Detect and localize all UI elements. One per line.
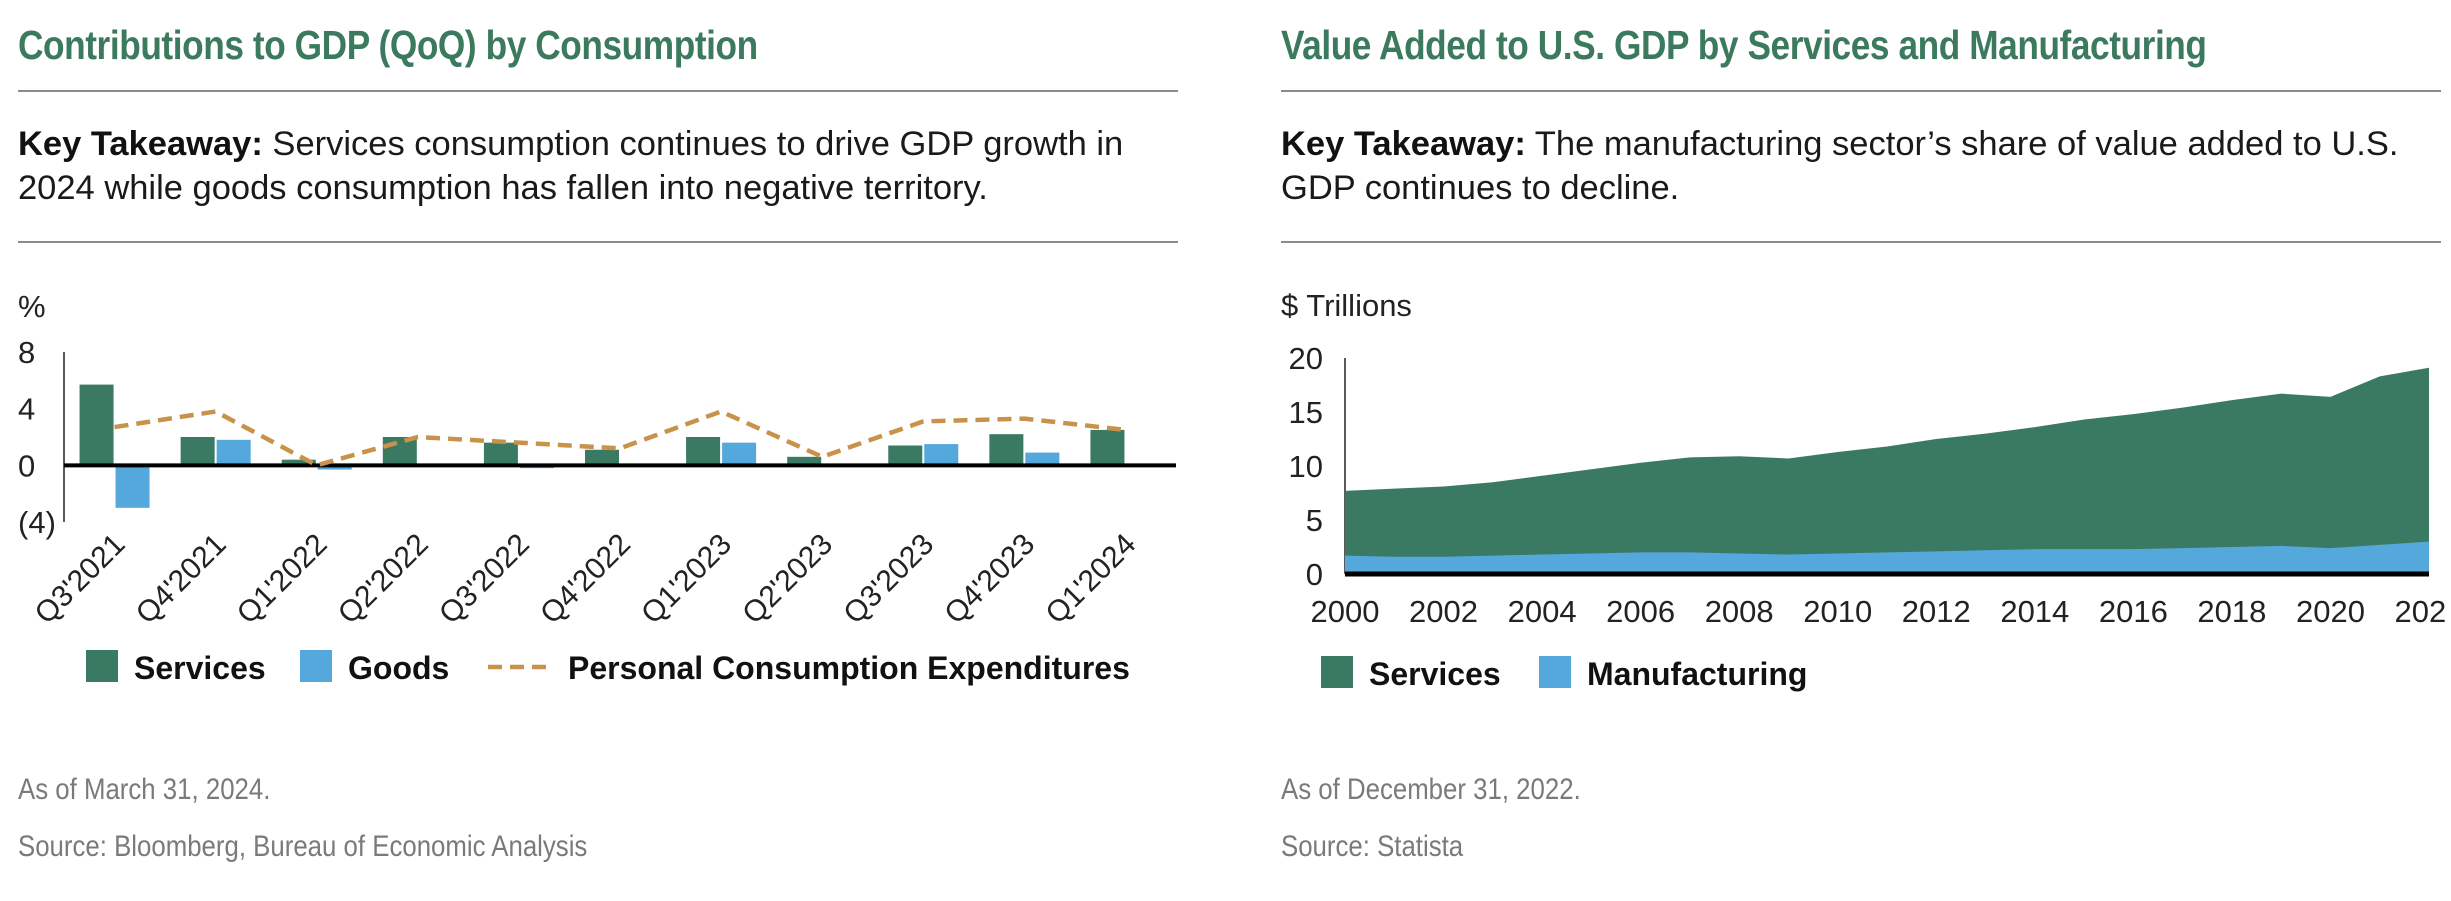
y-tick-label: (4) [18, 505, 56, 540]
right-chart-title: Value Added to U.S. GDP by Services and … [1281, 22, 2207, 68]
goods-bar [722, 442, 757, 466]
right-as-of-note: As of December 31, 2022. [1281, 773, 1581, 806]
x-tick-label: Q1'2023 [635, 528, 738, 631]
x-tick-label: 2014 [2000, 594, 2069, 629]
x-tick-label: Q1'2024 [1040, 528, 1143, 631]
y-tick-label: 5 [1306, 503, 1323, 538]
manufacturing-area [1345, 541, 2429, 574]
x-tick-label: 2002 [1409, 594, 1478, 629]
legend-goods-label: Goods [348, 650, 449, 686]
left-takeaway: Key Takeaway: Services consumption conti… [18, 122, 1188, 210]
services-bar [787, 456, 822, 466]
x-tick-label: Q1'2022 [231, 528, 334, 631]
y-tick-label: 10 [1289, 449, 1323, 484]
services-bar [989, 434, 1024, 466]
services-bar [1090, 429, 1125, 466]
x-tick-label: Q4'2021 [130, 528, 233, 631]
left-takeaway-label: Key Takeaway: [18, 125, 263, 163]
goods-bar [115, 465, 150, 508]
services-bar [888, 445, 923, 466]
area-chart-unit-label: $ Trillions [1281, 288, 1412, 323]
services-bar [686, 437, 721, 466]
x-tick-label: 2016 [2099, 594, 2168, 629]
value-added-area-chart: $ Trillions 20 15 10 5 0 2000 2002 2004 2006 200… [1281, 288, 2446, 692]
left-takeaway-text: Services consumption continues to drive … [18, 125, 1124, 207]
right-source-note: Source: Statista [1281, 830, 1464, 863]
legend-services-swatch [1321, 656, 1353, 688]
right-takeaway-rule [1281, 241, 2441, 243]
y-tick-label: 0 [18, 448, 35, 483]
services-bar [180, 437, 215, 466]
x-tick-label: 2012 [1902, 594, 1971, 629]
x-tick-label: Q4'2022 [534, 528, 637, 631]
y-tick-label: 8 [18, 335, 35, 370]
x-tick-label: 2008 [1705, 594, 1774, 629]
goods-bar [1025, 452, 1060, 466]
services-bar [382, 437, 417, 466]
right-takeaway-label: Key Takeaway: [1281, 125, 1526, 163]
x-tick-label: 2000 [1311, 594, 1380, 629]
y-tick-label: 20 [1289, 341, 1323, 376]
x-tick-label: Q3'2021 [29, 528, 132, 631]
legend-services-label: Services [134, 650, 266, 686]
bar-chart-unit-label: % [18, 289, 46, 324]
x-tick-label: 2020 [2296, 594, 2365, 629]
services-bar [483, 442, 518, 466]
left-as-of-note: As of March 31, 2024. [18, 773, 271, 806]
left-takeaway-rule [18, 241, 1178, 243]
legend-manufacturing-swatch [1539, 656, 1571, 688]
x-tick-label: Q2'2022 [332, 528, 435, 631]
y-tick-label: 0 [1306, 557, 1323, 592]
legend-goods-swatch [300, 650, 332, 682]
left-title-rule [18, 90, 1178, 92]
goods-bar [216, 439, 251, 466]
pce-line [114, 409, 1126, 468]
left-panel: Contributions to GDP (QoQ) by Consumptio… [18, 0, 1178, 901]
x-tick-label: 2006 [1606, 594, 1675, 629]
legend-manufacturing-label: Manufacturing [1587, 656, 1807, 692]
right-takeaway: Key Takeaway: The manufacturing sector’s… [1281, 122, 2446, 210]
consumption-bar-chart: % 840(4) Q3'2021Q4'2021Q1'2022Q2'2022Q3'… [18, 289, 1176, 686]
services-bar [585, 449, 619, 466]
right-panel: Value Added to U.S. GDP by Services and … [1281, 0, 2446, 901]
x-tick-label: 2010 [1803, 594, 1872, 629]
legend-services-label: Services [1369, 656, 1501, 692]
x-tick-label: Q4'2023 [938, 528, 1041, 631]
right-title-rule [1281, 90, 2441, 92]
x-tick-label: Q3'2022 [433, 528, 536, 631]
services-bar [281, 459, 316, 466]
x-tick-label: 2018 [2197, 594, 2266, 629]
goods-bar [924, 444, 959, 466]
services-bar [79, 384, 114, 466]
right-takeaway-text: The manufacturing sector’s share of valu… [1281, 125, 2399, 207]
x-tick-label: Q3'2023 [837, 528, 940, 631]
x-tick-label: 2004 [1508, 594, 1577, 629]
x-tick-label: Q2'2023 [736, 528, 839, 631]
left-chart-title: Contributions to GDP (QoQ) by Consumptio… [18, 22, 758, 68]
x-tick-label: 2022 [2395, 594, 2446, 629]
legend-pce-label: Personal Consumption Expenditures [568, 650, 1130, 686]
y-tick-label: 15 [1289, 395, 1323, 430]
y-tick-label: 4 [18, 392, 35, 427]
legend-services-swatch [86, 650, 118, 682]
left-source-note: Source: Bloomberg, Bureau of Economic An… [18, 830, 588, 863]
services-area [1345, 367, 2429, 574]
goods-bar [317, 465, 352, 470]
